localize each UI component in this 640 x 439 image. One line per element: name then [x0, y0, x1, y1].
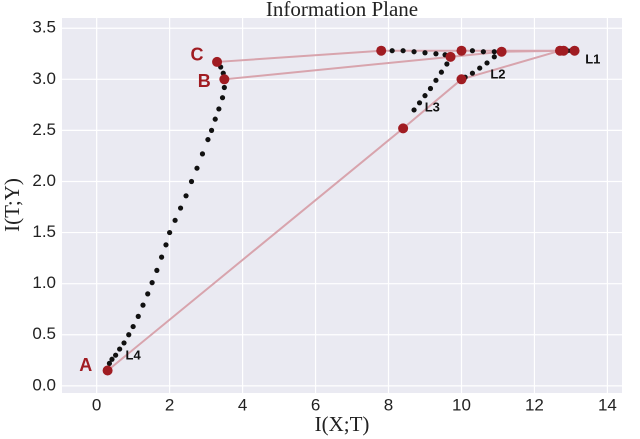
trajectory-point — [113, 352, 119, 358]
annotation: A — [79, 355, 92, 375]
trajectory-point — [444, 61, 450, 67]
trajectory-point — [140, 302, 146, 308]
trajectory-point — [422, 50, 428, 56]
trajectory-point — [212, 116, 218, 122]
trajectory-point — [121, 340, 127, 346]
trajectory-point — [167, 229, 173, 236]
trajectory-point — [199, 151, 206, 157]
y-tick-label: 3.0 — [32, 69, 56, 88]
trajectory-point — [216, 106, 222, 112]
trajectory-point — [177, 205, 184, 211]
trajectory-point — [491, 54, 497, 60]
trajectory-point — [145, 291, 151, 297]
trajectory-point — [172, 217, 178, 223]
epoch-point — [558, 45, 569, 56]
trajectory-point — [438, 69, 445, 75]
trajectory-point — [469, 70, 476, 76]
trajectory-point — [205, 136, 211, 143]
trajectory-point — [106, 360, 113, 366]
epoch-point — [212, 56, 223, 67]
annotation: L1 — [585, 51, 600, 66]
annotation: L4 — [126, 348, 142, 363]
trajectory-point — [469, 48, 476, 54]
trajectory-point — [130, 323, 136, 330]
x-tick-label: 2 — [165, 395, 174, 414]
epoch-line — [216, 49, 575, 63]
trajectory-point — [149, 280, 155, 286]
epoch-point — [376, 45, 387, 56]
trajectory-point — [126, 332, 132, 338]
trajectory-point — [158, 254, 165, 260]
plot-area — [62, 18, 622, 393]
x-axis-label: I(X;T) — [315, 412, 370, 436]
annotation: B — [198, 71, 211, 91]
trajectory-point — [433, 77, 439, 83]
x-tick-label: 0 — [92, 395, 101, 414]
trajectory-point — [221, 84, 227, 91]
epoch-point — [398, 123, 409, 134]
trajectory-point — [188, 178, 195, 185]
epoch-point — [445, 51, 456, 62]
trajectory-point — [484, 60, 490, 66]
x-tick-label: 12 — [525, 395, 544, 414]
epoch-point — [102, 365, 113, 376]
epoch-line — [106, 49, 561, 372]
x-tick-label: 6 — [311, 395, 320, 414]
y-axis-label: I(T;Y) — [0, 178, 24, 232]
trajectory-point — [389, 48, 395, 54]
trajectory-point — [135, 313, 141, 319]
x-tick-label: 10 — [452, 395, 471, 414]
trajectory-point — [109, 356, 115, 362]
x-tick-label: 4 — [238, 395, 247, 414]
trajectory-point — [433, 51, 439, 57]
epoch-point — [219, 74, 230, 85]
epoch-point — [456, 74, 467, 85]
trajectory-point — [427, 85, 434, 92]
trajectory-point — [400, 48, 406, 54]
annotation: C — [190, 45, 203, 65]
y-tick-label: 0.0 — [32, 375, 56, 394]
y-tick-label: 1.0 — [32, 273, 56, 292]
y-tick-label: 3.5 — [32, 18, 56, 37]
annotation: L3 — [425, 99, 440, 114]
chart-title: Information Plane — [266, 0, 418, 21]
trajectory-point — [480, 49, 486, 55]
trajectory-point — [154, 267, 160, 273]
trajectory-point — [416, 100, 423, 106]
trajectory-point — [477, 65, 483, 71]
y-tick-label: 2.0 — [32, 171, 56, 190]
trajectory-point — [183, 193, 189, 199]
epoch-point — [496, 46, 507, 57]
x-tick-label: 14 — [598, 395, 617, 414]
trajectory-point — [194, 165, 200, 171]
epoch-point — [569, 45, 580, 56]
annotation: L2 — [490, 67, 505, 82]
epoch-point — [456, 45, 467, 56]
y-tick-label: 1.5 — [32, 222, 56, 241]
trajectory-point — [219, 95, 226, 101]
trajectory-point — [208, 127, 215, 133]
trajectory-point — [163, 242, 169, 248]
trajectory-point — [117, 346, 123, 352]
y-tick-label: 0.5 — [32, 324, 56, 343]
x-tick-label: 8 — [384, 395, 393, 414]
trajectory-point — [411, 107, 417, 113]
trajectory-point — [422, 93, 428, 99]
trajectory-point — [411, 49, 417, 55]
trajectory-point — [491, 49, 497, 55]
y-tick-label: 2.5 — [32, 120, 56, 139]
